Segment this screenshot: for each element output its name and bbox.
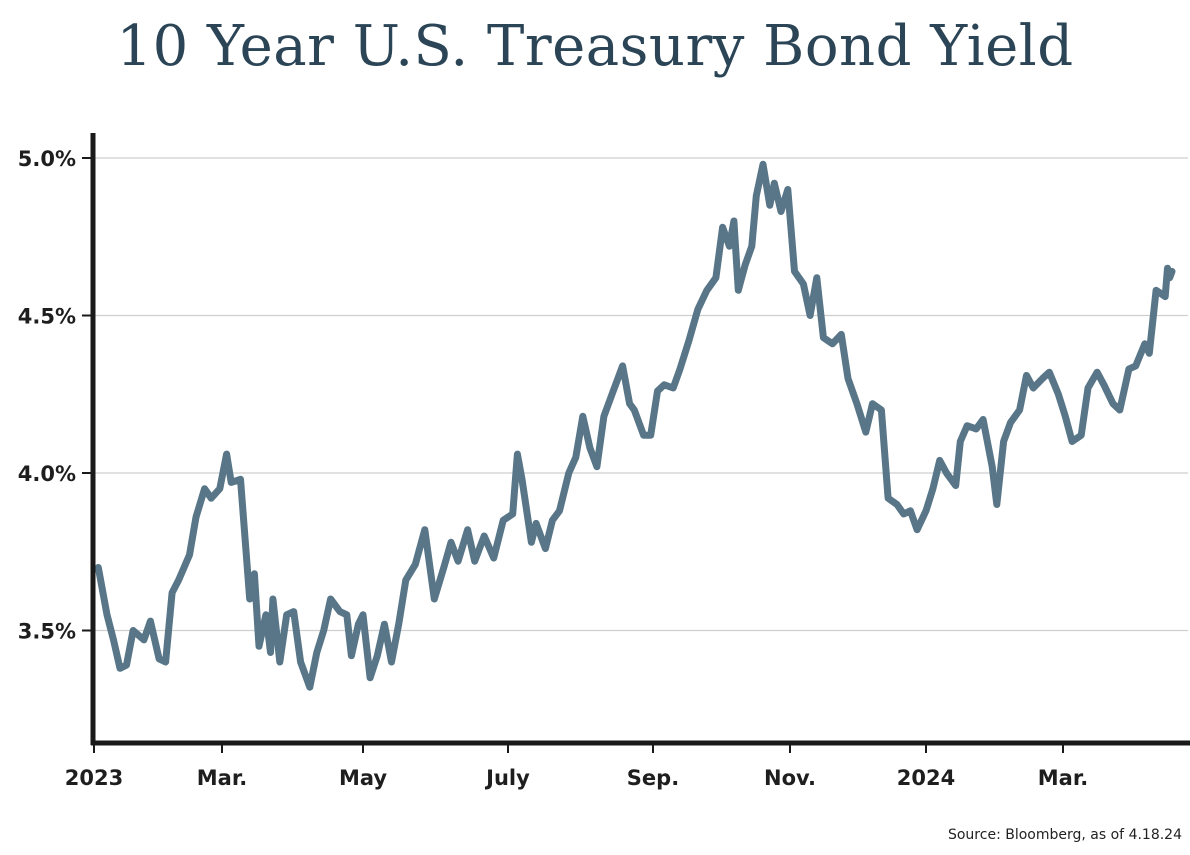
- x-tick-label: May: [339, 766, 387, 790]
- x-tick-label: Mar.: [197, 766, 247, 790]
- y-tick-label: 4.0%: [18, 462, 76, 486]
- source-note: Source: Bloomberg, as of 4.18.24: [947, 827, 1182, 843]
- x-tick-label: Nov.: [764, 766, 816, 790]
- yield-series-line: [94, 160, 1176, 691]
- x-tick-label: 2024: [897, 766, 955, 790]
- chart-title: 10 Year U.S. Treasury Bond Yield: [116, 14, 1074, 79]
- y-axis-ticks: 3.5% 4.0% 4.5% 5.0%: [18, 147, 93, 644]
- y-tick-label: 5.0%: [18, 147, 76, 171]
- y-tick-label: 3.5%: [18, 620, 76, 644]
- y-tick-label: 4.5%: [18, 305, 76, 329]
- x-tick-label: Mar.: [1038, 766, 1088, 790]
- x-tick-label: 2023: [65, 766, 123, 790]
- x-tick-label: July: [484, 766, 530, 790]
- x-tick-label: Sep.: [627, 766, 679, 790]
- x-axis-ticks: 2023 Mar. May July Sep. Nov. 2024 Mar.: [65, 743, 1088, 790]
